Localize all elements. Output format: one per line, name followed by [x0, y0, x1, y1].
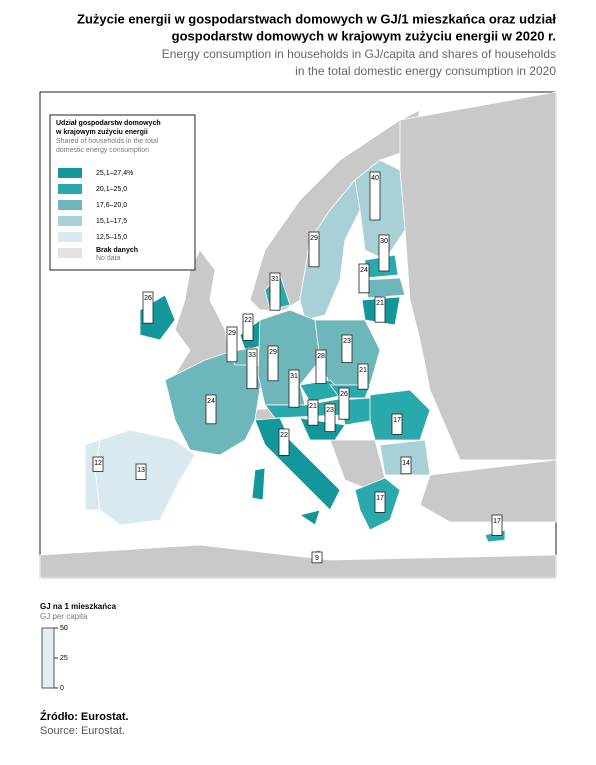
bar-label: 17: [376, 495, 384, 502]
bar: [378, 234, 390, 272]
region: [299, 179, 366, 321]
bar: [315, 349, 327, 384]
bar-label: 9: [315, 555, 319, 562]
scale-bar: [41, 627, 55, 689]
bar-label: 22: [280, 432, 288, 439]
legend-swatch: [58, 248, 82, 258]
bar: [374, 296, 386, 323]
non-eu-land: [174, 249, 231, 376]
legend-title-pl: w krajowym zużyciu energii: [55, 129, 148, 136]
bar-label: 28: [317, 353, 325, 360]
bar-label: 17: [493, 518, 501, 525]
legend-label: 12,5–15,0: [96, 234, 127, 241]
legend-title-pl: Udział gospodarstw domowych: [56, 120, 161, 127]
bar-label: 23: [326, 407, 334, 414]
bar: [307, 399, 319, 426]
bar-label: 31: [290, 373, 298, 380]
bar: [269, 272, 281, 311]
non-eu-land: [419, 459, 557, 523]
bar-label: 33: [248, 352, 256, 359]
bar: [311, 551, 323, 564]
bar-label: 26: [340, 391, 348, 398]
bar: [288, 369, 300, 408]
bar-label: 14: [402, 460, 410, 467]
bars: 40 29 30 24 21 26 31 22 29 33 29 28 23 31 21 24 21 26 23 22…: [92, 171, 503, 564]
bar-label: 29: [269, 349, 277, 356]
bar: [357, 363, 369, 390]
title-pl: gospodarstw domowych w krajowym zużyciu …: [172, 28, 556, 43]
bar-label: 21: [309, 403, 317, 410]
title-en: in the total domestic energy consumption…: [295, 64, 556, 78]
region: [299, 509, 321, 526]
region: [364, 277, 406, 299]
bar-label: 22: [244, 317, 252, 324]
titles: Zużycie energii w gospodarstwach domowyc…: [77, 11, 556, 78]
bar-label: 12: [94, 460, 102, 467]
bar-label: 21: [359, 367, 367, 374]
bar: [338, 387, 350, 420]
legend-swatch: [58, 168, 82, 178]
region: [251, 467, 266, 501]
scale-tick-label: 0: [60, 685, 64, 692]
legend-swatch: [58, 200, 82, 210]
bar: [242, 313, 254, 341]
legend-label: 20,1–25,0: [96, 186, 127, 193]
legend-label-en: No data: [96, 255, 121, 262]
bar: [226, 326, 238, 363]
non-eu-land: [39, 544, 557, 579]
scale-title-en: GJ per capita: [40, 612, 88, 621]
bar: [205, 394, 217, 425]
bar: [369, 171, 381, 221]
legend-swatch: [58, 184, 82, 194]
legend-label: Brak danych: [96, 247, 138, 254]
legend-title-en: domestic energy consumption: [56, 147, 149, 154]
bar: [246, 348, 258, 389]
legend-label: 17,6–20,0: [96, 202, 127, 209]
bar: [491, 514, 503, 536]
non-eu-land: [249, 109, 421, 311]
bar: [142, 291, 154, 324]
bar-label: 40: [371, 175, 379, 182]
bar-label: 30: [380, 238, 388, 245]
bar: [135, 463, 147, 481]
bar-label: 17: [393, 417, 401, 424]
bar: [358, 263, 370, 294]
scale-tick-label: 25: [60, 655, 68, 662]
bar: [341, 334, 353, 364]
bar-label: 24: [360, 267, 368, 274]
map-land: [39, 91, 557, 579]
bar: [374, 491, 386, 513]
bar-label: 31: [271, 276, 279, 283]
bar: [267, 345, 279, 382]
bar: [92, 456, 104, 472]
bar-label: 29: [228, 330, 236, 337]
scale-title-pl: GJ na 1 mieszkańca: [40, 602, 117, 611]
bar: [400, 456, 412, 475]
bar-label: 26: [144, 295, 152, 302]
scale-tick-label: 50: [60, 625, 68, 632]
title-en: Energy consumption in households in GJ/c…: [162, 47, 556, 61]
title-pl: Zużycie energii w gospodarstwach domowyc…: [77, 11, 556, 26]
legend: Udział gospodarstw domowych w krajowym zu…: [49, 114, 196, 271]
legend-label: 15,1–17,5: [96, 218, 127, 225]
bar: [391, 413, 403, 435]
legend-label: 25,1–27,4%: [96, 170, 133, 177]
bar: [308, 231, 320, 268]
legend-title-en: Shared of households in the total: [56, 138, 159, 145]
source-en: Source: Eurostat.: [40, 725, 125, 737]
bar-label: 21: [376, 300, 384, 307]
bar-label: 24: [207, 398, 215, 405]
source-pl: Źródło: Eurostat.: [40, 710, 129, 723]
bar: [278, 428, 290, 456]
bar-label: 29: [310, 235, 318, 242]
bar: [324, 403, 336, 433]
bar-label: 13: [137, 467, 145, 474]
legend-swatch: [58, 216, 82, 226]
bar-label: 23: [343, 338, 351, 345]
legend-swatch: [58, 232, 82, 242]
